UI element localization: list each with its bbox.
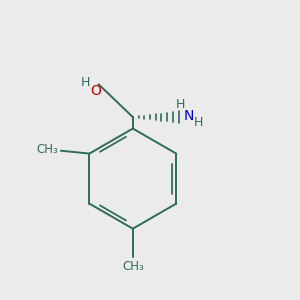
Text: CH₃: CH₃ (122, 260, 144, 273)
Text: CH₃: CH₃ (36, 143, 58, 156)
Text: H: H (81, 76, 90, 89)
Text: H: H (176, 98, 185, 111)
Text: O: O (90, 84, 101, 98)
Text: N: N (183, 109, 194, 123)
Text: H: H (194, 116, 203, 129)
